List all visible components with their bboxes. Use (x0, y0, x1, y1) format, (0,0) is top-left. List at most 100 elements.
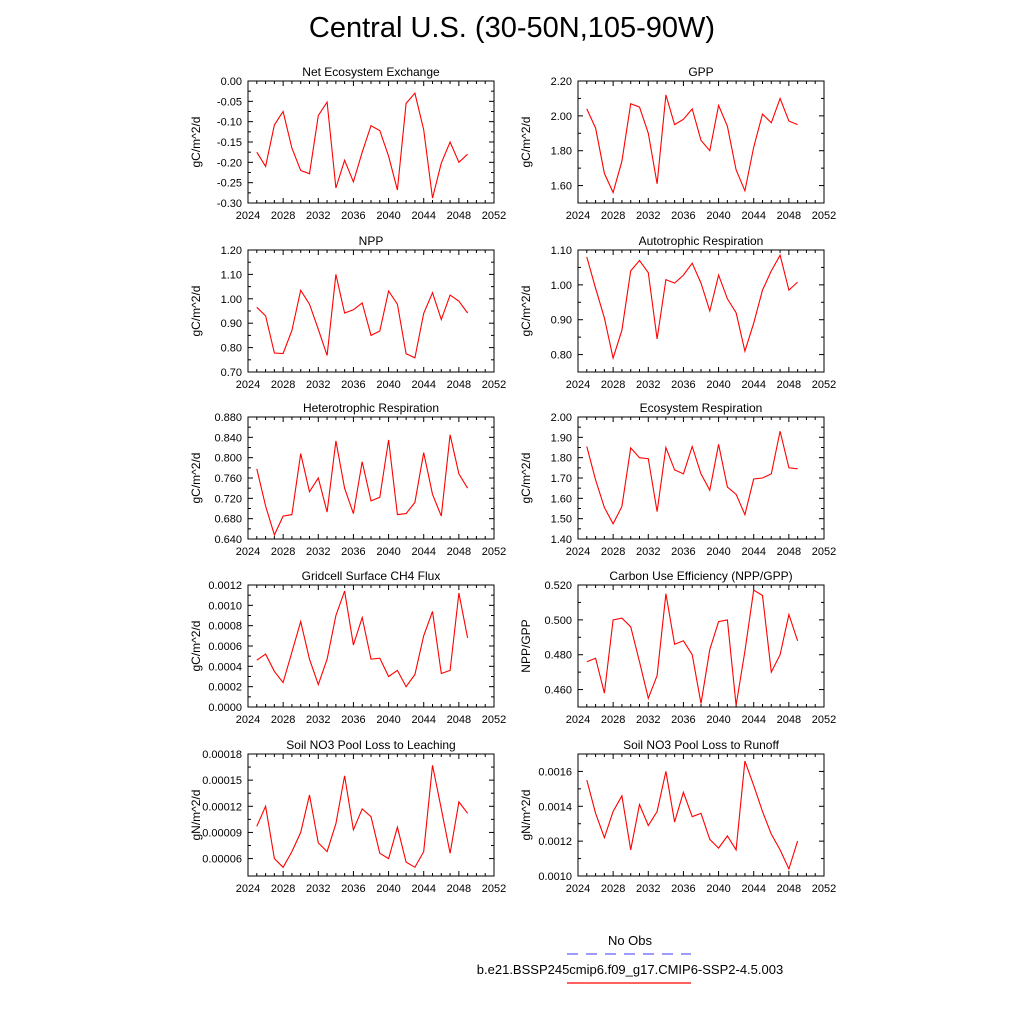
y-tick-label: 1.70 (551, 473, 572, 485)
x-tick-label: 2024 (236, 883, 260, 895)
x-tick-label: 2028 (601, 379, 625, 391)
y-tick-label: 0.0008 (208, 621, 242, 633)
x-tick-label: 2044 (411, 714, 435, 726)
x-tick-label: 2052 (482, 210, 506, 222)
x-tick-label: 2028 (601, 883, 625, 895)
plot-frame (247, 80, 495, 204)
y-tick-label: 0.520 (544, 580, 572, 592)
x-tick-label: 2040 (706, 714, 730, 726)
y-axis-label: gN/m^2/d (519, 790, 533, 841)
x-tick-label: 2024 (236, 210, 260, 222)
y-tick-label: 0.500 (544, 615, 572, 627)
x-tick-label: 2040 (376, 546, 400, 558)
x-tick-label: 2036 (671, 546, 695, 558)
x-tick-label: 2048 (447, 883, 471, 895)
y-tick-label: 0.00009 (202, 827, 242, 839)
y-tick-label: 1.60 (551, 493, 572, 505)
x-tick-label: 2032 (636, 379, 660, 391)
x-tick-label: 2048 (447, 379, 471, 391)
y-tick-label: 0.0002 (208, 682, 242, 694)
x-tick-label: 2024 (236, 379, 260, 391)
x-tick-label: 2040 (706, 883, 730, 895)
y-tick-label: 0.0010 (208, 600, 242, 612)
x-tick-label: 2032 (636, 714, 660, 726)
x-tick-label: 2052 (482, 883, 506, 895)
y-tick-label: 0.0010 (538, 871, 572, 883)
y-tick-label: 1.40 (551, 534, 572, 546)
x-tick-label: 2048 (777, 379, 801, 391)
x-tick-label: 2024 (236, 714, 260, 726)
x-tick-label: 2044 (741, 546, 765, 558)
x-tick-label: 2048 (447, 714, 471, 726)
y-tick-label: 0.00 (221, 76, 242, 88)
y-axis-label: gC/m^2/d (189, 117, 203, 168)
y-tick-label: 0.80 (551, 350, 572, 362)
panel-title: Ecosystem Respiration (640, 401, 763, 415)
panel-title: Heterotrophic Respiration (303, 401, 439, 415)
y-tick-label: -0.25 (217, 178, 242, 190)
x-tick-label: 2040 (376, 714, 400, 726)
x-tick-label: 2024 (566, 883, 590, 895)
series-line (256, 590, 469, 688)
x-tick-label: 2040 (706, 546, 730, 558)
y-tick-label: -0.10 (217, 117, 242, 129)
legend-label-model-run: b.e21.BSSP245cmip6.f09_g17.CMIP6-SSP2-4.… (476, 962, 784, 977)
y-tick-label: 0.0006 (208, 641, 242, 653)
panel-9: Soil NO3 Pool Loss to Runoff gN/m^2/d 2024… (519, 738, 836, 895)
y-tick-label: 1.50 (551, 514, 572, 526)
x-tick-label: 2052 (812, 546, 836, 558)
legend-label-no-obs: No Obs (607, 933, 653, 948)
y-tick-label: -0.30 (217, 198, 242, 210)
panel-title: Gridcell Surface CH4 Flux (302, 569, 441, 583)
series-line (586, 253, 798, 361)
y-axis-label: gC/m^2/d (519, 286, 533, 337)
y-tick-label: 0.80 (221, 343, 242, 355)
y-tick-label: 0.840 (214, 432, 242, 444)
x-tick-label: 2052 (812, 883, 836, 895)
y-tick-label: -0.15 (217, 137, 242, 149)
x-tick-label: 2024 (236, 546, 260, 558)
y-tick-label: 2.20 (551, 76, 572, 88)
y-tick-label: 0.00012 (202, 801, 242, 813)
x-tick-label: 2032 (636, 883, 660, 895)
x-tick-label: 2044 (741, 210, 765, 222)
x-tick-label: 2048 (777, 210, 801, 222)
series-line (586, 760, 799, 871)
y-tick-label: 2.00 (551, 412, 572, 424)
x-tick-label: 2036 (341, 714, 365, 726)
x-tick-label: 2048 (447, 546, 471, 558)
y-tick-label: 0.0000 (208, 702, 242, 714)
x-tick-label: 2024 (566, 379, 590, 391)
y-tick-label: 0.00006 (202, 854, 242, 866)
panel-title: Carbon Use Efficiency (NPP/GPP) (609, 569, 792, 583)
y-tick-label: -0.20 (217, 157, 242, 169)
y-axis-label: gC/m^2/d (189, 453, 203, 504)
x-tick-label: 2032 (306, 883, 330, 895)
panel-5: Ecosystem Respiration gC/m^2/d 2024 2028 203… (519, 401, 836, 558)
x-tick-label: 2044 (411, 379, 435, 391)
x-tick-label: 2032 (306, 714, 330, 726)
y-tick-label: 0.00015 (202, 775, 242, 787)
x-tick-label: 2036 (671, 714, 695, 726)
x-tick-label: 2032 (306, 546, 330, 558)
y-axis-label: gN/m^2/d (189, 790, 203, 841)
y-axis-label: NPP/GPP (519, 619, 533, 672)
x-tick-label: 2028 (601, 546, 625, 558)
y-tick-label: 1.60 (551, 181, 572, 193)
y-axis-label: gC/m^2/d (519, 453, 533, 504)
x-tick-label: 2036 (671, 883, 695, 895)
x-tick-label: 2028 (271, 546, 295, 558)
y-tick-label: 1.80 (551, 146, 572, 158)
y-tick-label: 0.800 (214, 453, 242, 465)
x-tick-label: 2044 (411, 210, 435, 222)
x-tick-label: 2040 (376, 379, 400, 391)
y-tick-label: 0.0016 (538, 766, 572, 778)
x-tick-label: 2032 (636, 546, 660, 558)
y-tick-label: 0.0004 (208, 661, 242, 673)
plot-frame (247, 584, 495, 708)
panel-title: Soil NO3 Pool Loss to Leaching (286, 738, 455, 752)
x-tick-label: 2044 (741, 883, 765, 895)
panel-1: GPP gC/m^2/d 2024 2028 2032 2036 2040 2044 2048 2… (519, 65, 836, 222)
